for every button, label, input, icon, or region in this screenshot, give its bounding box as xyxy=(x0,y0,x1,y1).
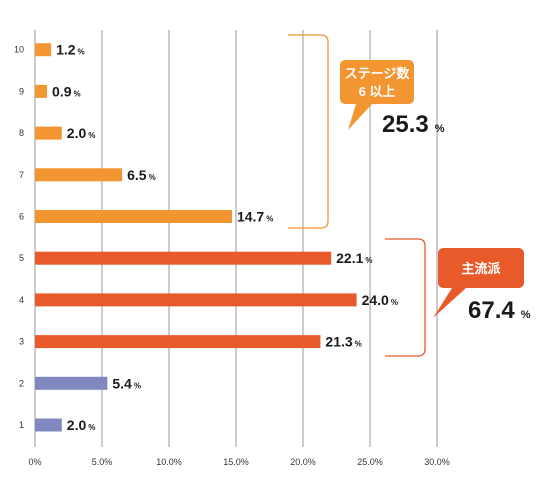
category-label: 5 xyxy=(19,253,24,263)
bar-9 xyxy=(35,84,48,98)
category-label: 1 xyxy=(19,420,24,430)
x-tick-label: 5.0% xyxy=(92,457,113,467)
mainstream-annotation: 主流派 67.4 % xyxy=(385,238,531,357)
stage-6-plus-total-value: 25.3 xyxy=(382,111,429,138)
x-axis-ticks: 0% 5.0% 10.0% 15.0% 20.0% 25.0% 30.0% xyxy=(28,457,449,467)
category-label: 7 xyxy=(19,170,24,180)
bar-10 xyxy=(35,43,52,57)
x-tick-label: 10.0% xyxy=(156,457,182,467)
category-label: 2 xyxy=(19,378,24,388)
value-label: 0.9% xyxy=(52,83,81,99)
bar-1 xyxy=(35,418,62,432)
mainstream-bracket xyxy=(385,238,426,357)
bar-4 xyxy=(35,293,357,307)
x-tick-label: 15.0% xyxy=(223,457,249,467)
x-tick-label: 30.0% xyxy=(424,457,450,467)
mainstream-total-value: 67.4 xyxy=(468,297,515,324)
stage-6-plus-total-unit: % xyxy=(435,123,445,135)
mainstream-callout-box xyxy=(433,248,524,318)
x-tick-label: 20.0% xyxy=(290,457,316,467)
stage-6-plus-callout-box xyxy=(340,60,414,130)
bar-7 xyxy=(35,168,123,182)
bar-8 xyxy=(35,126,62,140)
value-label: 22.1% xyxy=(336,250,372,266)
mainstream-total-unit: % xyxy=(521,309,531,321)
value-label: 2.0% xyxy=(67,417,96,433)
category-label: 8 xyxy=(19,128,24,138)
category-label: 3 xyxy=(19,337,24,347)
bar-2 xyxy=(35,376,108,390)
category-label: 9 xyxy=(19,86,24,96)
value-label: 2.0% xyxy=(67,125,96,141)
category-labels: 1 2 3 4 5 6 7 8 9 10 xyxy=(14,45,24,430)
value-labels: 2.0 % 5.4 % 21.3 % 24.0 % 22.1 % 14.7 % 6.5 % 2.0 % 0.9%… xyxy=(52,42,398,433)
stage-6-plus-bracket xyxy=(288,34,329,229)
category-label: 6 xyxy=(19,212,24,222)
value-label: 5.4% xyxy=(112,375,141,391)
stage-6-plus-callout-line-1: ステージ数 xyxy=(345,66,411,81)
bar-5 xyxy=(35,251,332,265)
value-label: 21.3% xyxy=(325,334,361,350)
mainstream-callout-label: 主流派 xyxy=(461,261,501,276)
mainstream-total: 67.4 % xyxy=(468,297,531,324)
x-tick-label: 25.0% xyxy=(357,457,383,467)
value-label: 1.2% xyxy=(56,42,85,58)
stage-6-plus-total: 25.3 % xyxy=(382,111,445,138)
value-label: 6.5% xyxy=(127,167,156,183)
value-label: 14.7% xyxy=(237,209,273,225)
value-label: 24.0% xyxy=(362,292,398,308)
bar-3 xyxy=(35,335,321,349)
stage-6-plus-annotation: ステージ数 6 以上 25.3 % xyxy=(288,34,445,229)
bars xyxy=(35,43,357,432)
category-label: 4 xyxy=(19,295,24,305)
x-tick-label: 0% xyxy=(28,457,41,467)
stage-6-plus-callout-line-2: 6 以上 xyxy=(359,84,396,99)
category-label: 10 xyxy=(14,45,24,55)
bar-6 xyxy=(35,210,232,223)
